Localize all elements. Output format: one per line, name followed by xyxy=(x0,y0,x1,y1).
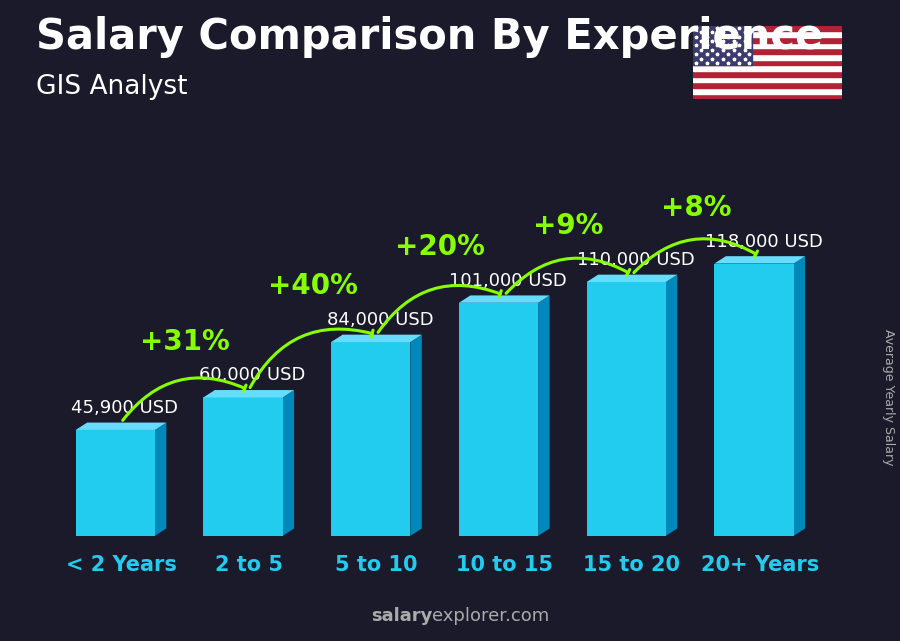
Polygon shape xyxy=(283,390,294,536)
Text: Salary Comparison By Experience: Salary Comparison By Experience xyxy=(36,16,824,58)
Bar xyxy=(693,88,842,94)
Text: +9%: +9% xyxy=(533,212,603,240)
Text: GIS Analyst: GIS Analyst xyxy=(36,74,187,100)
Text: 60,000 USD: 60,000 USD xyxy=(200,367,306,385)
Text: 118,000 USD: 118,000 USD xyxy=(705,233,823,251)
Polygon shape xyxy=(666,274,678,536)
Bar xyxy=(693,26,752,65)
Bar xyxy=(693,77,842,82)
Bar xyxy=(693,31,842,37)
Text: 15 to 20: 15 to 20 xyxy=(583,554,680,574)
Text: 2 to 5: 2 to 5 xyxy=(215,554,283,574)
Polygon shape xyxy=(331,335,422,342)
Polygon shape xyxy=(459,296,550,303)
Bar xyxy=(693,82,842,88)
Text: +8%: +8% xyxy=(661,194,731,222)
Bar xyxy=(693,60,842,65)
Bar xyxy=(459,303,538,536)
Text: +31%: +31% xyxy=(140,328,230,356)
Bar xyxy=(693,43,842,48)
Text: 45,900 USD: 45,900 USD xyxy=(71,399,178,417)
Text: Average Yearly Salary: Average Yearly Salary xyxy=(883,329,896,465)
Bar xyxy=(693,37,842,43)
Bar xyxy=(693,65,842,71)
Text: 20+ Years: 20+ Years xyxy=(700,554,819,574)
Polygon shape xyxy=(410,335,422,536)
Text: 110,000 USD: 110,000 USD xyxy=(577,251,695,269)
Polygon shape xyxy=(587,274,678,282)
Text: explorer.com: explorer.com xyxy=(432,607,549,625)
Bar xyxy=(693,26,842,31)
Bar xyxy=(693,48,842,54)
Bar xyxy=(331,342,410,536)
Bar xyxy=(203,397,283,536)
Text: 101,000 USD: 101,000 USD xyxy=(449,272,567,290)
Bar xyxy=(693,71,842,77)
Text: 5 to 10: 5 to 10 xyxy=(335,554,418,574)
Text: +40%: +40% xyxy=(267,272,357,301)
Bar xyxy=(693,54,842,60)
Bar xyxy=(76,430,155,536)
Text: +20%: +20% xyxy=(395,233,485,261)
Text: 10 to 15: 10 to 15 xyxy=(455,554,553,574)
Text: < 2 Years: < 2 Years xyxy=(66,554,176,574)
Bar xyxy=(715,263,794,536)
Polygon shape xyxy=(203,390,294,397)
Bar xyxy=(693,94,842,99)
Bar xyxy=(587,282,666,536)
Polygon shape xyxy=(538,296,550,536)
Polygon shape xyxy=(155,422,166,536)
Polygon shape xyxy=(794,256,806,536)
Text: salary: salary xyxy=(371,607,432,625)
Polygon shape xyxy=(76,422,166,430)
Text: 84,000 USD: 84,000 USD xyxy=(327,311,434,329)
Polygon shape xyxy=(715,256,806,263)
